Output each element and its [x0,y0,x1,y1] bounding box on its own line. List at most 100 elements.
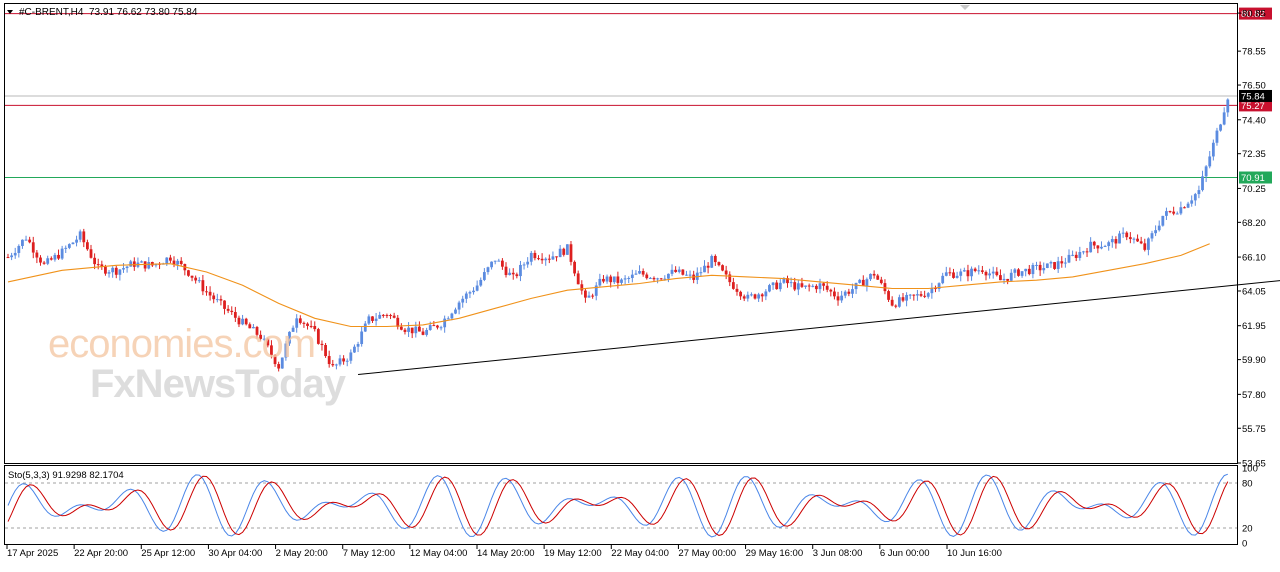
candle [519,260,522,282]
candle [609,274,613,288]
candle [60,245,64,260]
candle [42,260,46,265]
candle [93,253,97,270]
candle [1197,185,1201,199]
candle [381,314,385,318]
candle [122,263,125,273]
candle [641,268,645,277]
candle [28,236,32,244]
candle [1222,107,1226,126]
candle [811,284,815,288]
candle [1078,246,1082,261]
scroll-marker-icon[interactable] [960,5,970,10]
candle [771,282,775,290]
candle [995,267,999,277]
main-panel-frame [4,3,1238,464]
y-tick-label: 55.75 [1242,424,1266,435]
candle [118,268,122,281]
candle [1114,236,1118,249]
candle [421,327,425,336]
candle [569,240,573,266]
candle [259,330,263,341]
ohlc-values: 73.91 76.62 73.80 75.84 [89,7,198,18]
candle [327,350,331,368]
stochastic-oscillator: 100 80 20 0 Sto(5,3,3) 91.9298 82.1704 [5,464,1258,550]
candle [1042,262,1046,274]
candle [908,293,912,300]
candle [533,250,537,261]
candle [1179,201,1183,216]
candle [71,242,75,245]
candle [89,244,93,259]
price-axis: 80.85 78.55 76.50 74.40 72.35 70.25 68.20 66.10… [1237,9,1266,470]
candle [464,291,468,304]
x-tick-label: 17 Apr 2025 [7,548,58,559]
stoch-tick-label: 80 [1242,479,1253,490]
y-tick-label: 76.50 [1242,81,1266,92]
candle [147,257,151,270]
candle [443,315,447,333]
candle [158,262,161,270]
candle [804,285,807,289]
candle [46,255,50,266]
candle [266,337,270,348]
candle [143,261,147,272]
candle [1175,211,1179,215]
candle [1103,244,1107,248]
candle [876,273,880,280]
candle [883,279,887,295]
candle [504,262,508,278]
candle [547,254,551,264]
candle [923,290,927,299]
candle [345,358,349,367]
menu-triangle-icon[interactable] [7,10,13,14]
candle [1143,238,1147,252]
candle [302,321,306,328]
candle [703,260,706,273]
y-tick-label: 72.35 [1242,149,1266,160]
x-tick-label: 22 Apr 20:00 [74,548,128,559]
candle [493,260,497,265]
x-tick-label: 25 Apr 12:00 [141,548,195,559]
candle [1190,195,1194,207]
candle [869,273,872,282]
candle [731,277,735,290]
candle [1107,240,1111,251]
y-tick-label: 70.25 [1242,184,1266,195]
candle [775,280,779,290]
candle [136,257,140,269]
candle [1219,123,1222,132]
candle [1085,247,1089,257]
candle [760,293,764,302]
candle [836,291,840,306]
candle [970,266,973,281]
candle [1063,257,1067,268]
candle [1201,170,1204,192]
candle [468,290,472,299]
candle [638,265,641,275]
candle [999,269,1002,281]
candle [457,300,461,315]
candle [237,315,241,328]
candle [78,229,82,243]
ascending-trendline[interactable] [358,269,1280,376]
candle [1132,237,1136,244]
y-tick-label: 74.40 [1242,115,1266,126]
x-tick-label: 29 May 16:00 [746,548,804,559]
candle [64,245,68,254]
candle [371,316,374,323]
candle [1125,231,1129,241]
candle [966,264,970,282]
candle [522,262,526,270]
candle [746,291,750,302]
candle [396,314,400,330]
candle [952,268,955,279]
candle [511,268,515,280]
candle [1045,263,1049,269]
x-tick-label: 3 Jun 08:00 [813,548,863,559]
candle [389,313,392,320]
candle [1024,268,1028,277]
candle [695,267,699,285]
candle [843,290,847,299]
candle [576,270,580,285]
